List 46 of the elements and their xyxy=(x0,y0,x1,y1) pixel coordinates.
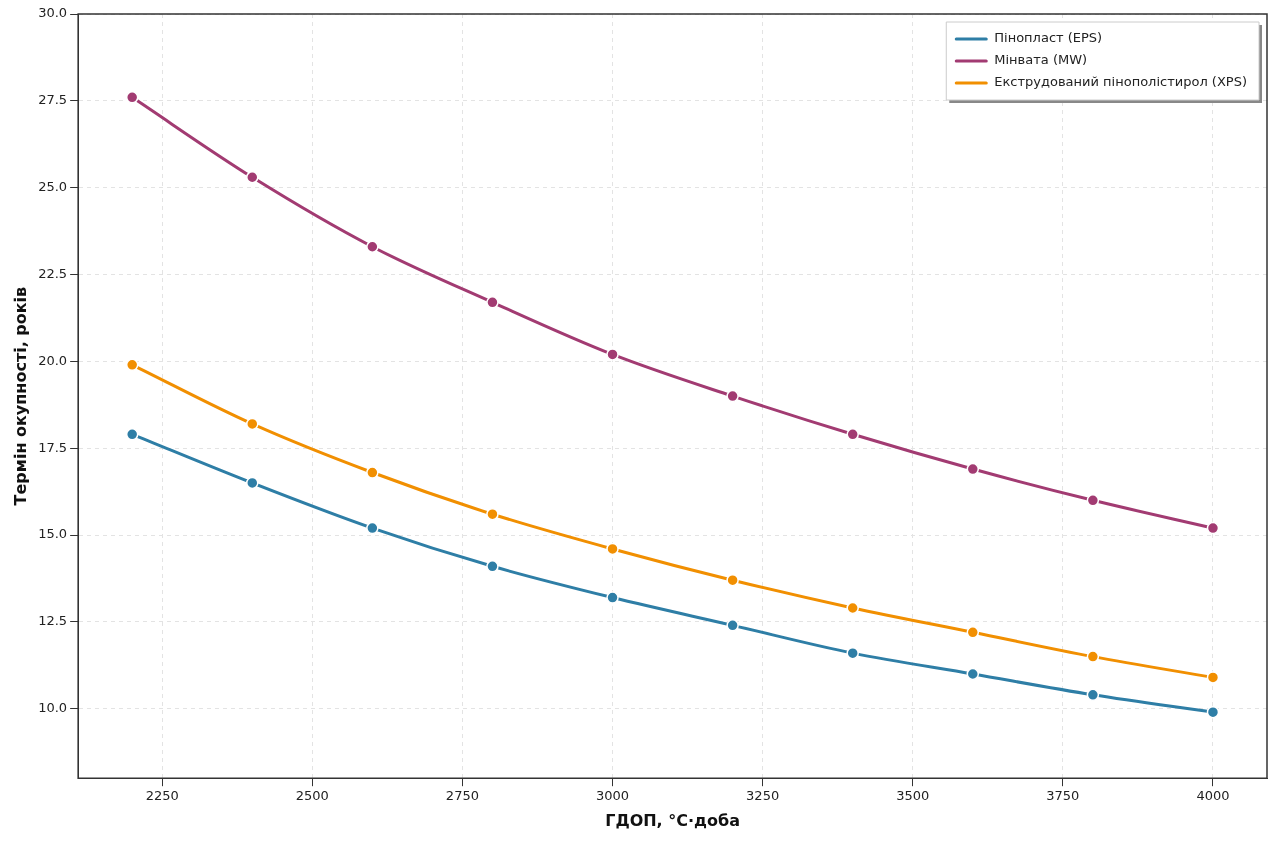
x-tick-label: 3750 xyxy=(1046,788,1080,804)
point xyxy=(246,476,259,490)
point xyxy=(366,521,379,535)
legend-label: Пінопласт (EPS) xyxy=(994,30,1103,46)
x-tick-label: 2250 xyxy=(145,788,179,804)
point xyxy=(966,667,980,681)
y-tick-label: 25.0 xyxy=(38,179,68,195)
point xyxy=(846,646,859,660)
point xyxy=(125,358,139,372)
point xyxy=(1206,521,1220,535)
point xyxy=(1086,688,1100,702)
point xyxy=(726,573,739,587)
point xyxy=(1206,705,1220,719)
point xyxy=(726,389,739,403)
point xyxy=(125,428,139,441)
y-tick-label: 22.5 xyxy=(38,265,68,281)
point xyxy=(606,348,619,361)
y-axis-title: Термін окупності, років xyxy=(10,286,30,506)
y-tick-label: 27.5 xyxy=(38,92,68,108)
y-tick-label: 10.0 xyxy=(38,700,68,716)
point xyxy=(1086,650,1100,663)
point xyxy=(125,91,139,104)
point xyxy=(366,466,379,479)
y-tick-label: 30.0 xyxy=(38,5,68,21)
y-tick-label: 17.5 xyxy=(38,439,68,455)
point xyxy=(1206,671,1220,684)
x-tick-label: 3250 xyxy=(746,788,780,804)
point xyxy=(606,591,619,604)
legend-label: Екструдований пінополістирол (XPS) xyxy=(994,74,1248,90)
legend-label: Мінвата (MW) xyxy=(994,52,1088,68)
y-tick-label: 20.0 xyxy=(38,352,68,368)
point xyxy=(246,417,259,431)
x-tick-label: 3500 xyxy=(896,788,930,804)
x-tick-label: 2500 xyxy=(295,788,329,804)
x-tick-label: 2750 xyxy=(445,788,479,804)
point xyxy=(1086,494,1100,507)
y-tick-label: 12.5 xyxy=(38,613,68,629)
point xyxy=(846,601,859,615)
point xyxy=(486,507,499,521)
point xyxy=(966,462,980,476)
x-tick-label: 4000 xyxy=(1196,788,1230,804)
y-tick-label: 15.0 xyxy=(38,526,68,542)
x-tick-label: 3000 xyxy=(595,788,630,804)
point xyxy=(606,542,619,556)
point xyxy=(966,626,980,639)
x-axis-title: ГДОП, °C·доба xyxy=(605,810,740,830)
